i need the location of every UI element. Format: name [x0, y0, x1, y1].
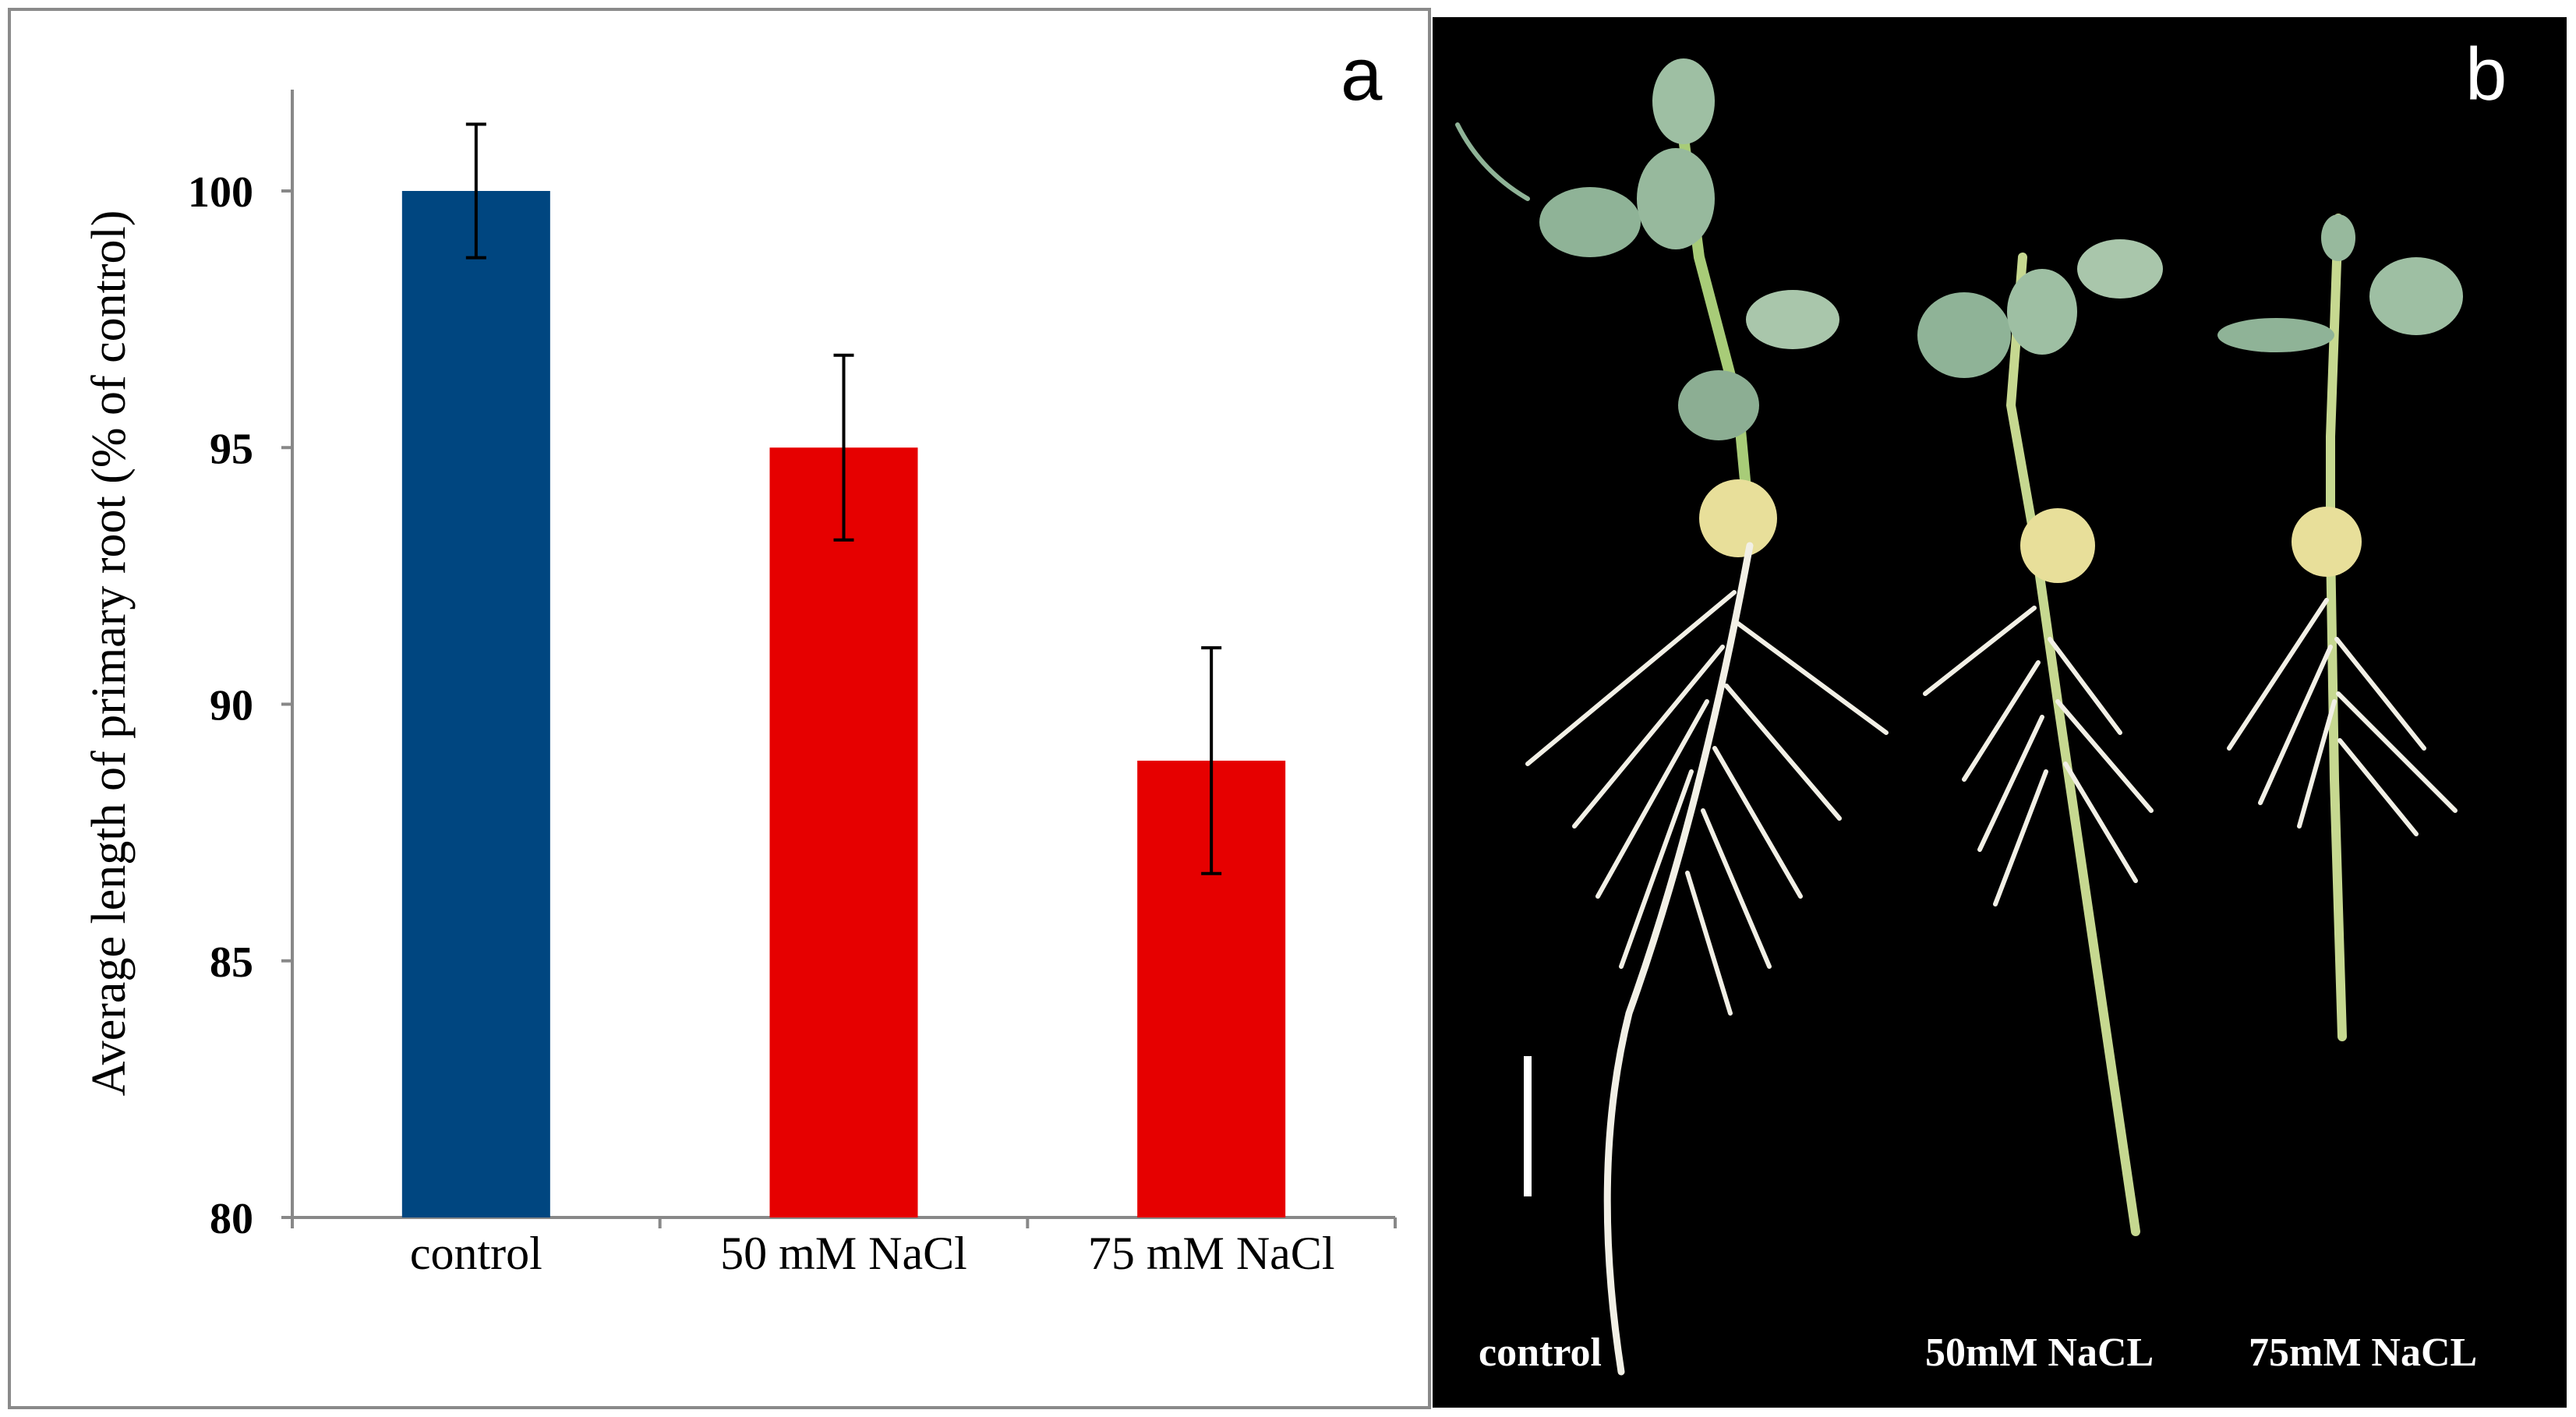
seedling-photo [1455, 58, 2463, 1376]
x-tick-labels: control 50 mM NaCl 75 mM NaCl [410, 1228, 1335, 1279]
panel-a-letter: a [1341, 33, 1383, 116]
y-tick-label: 100 [188, 168, 253, 217]
seedling-75mm [2217, 214, 2463, 1041]
y-tick-label: 90 [210, 682, 253, 730]
error-bars [465, 122, 1222, 875]
y-axis-label: Average length of primary root (% of con… [83, 210, 136, 1097]
y-ticks: 80 85 90 95 100 [188, 168, 292, 1243]
y-tick-label: 80 [210, 1195, 253, 1243]
bar [769, 447, 918, 1217]
y-tick-label: 95 [210, 425, 253, 473]
x-tick-label: 50 mM NaCl [720, 1228, 967, 1279]
x-tick-label: 75 mM NaCl [1088, 1228, 1335, 1279]
x-ticks [291, 1217, 1397, 1228]
y-tick-label: 85 [210, 938, 253, 987]
bar [401, 191, 550, 1217]
photo-label-75mm: 75mM NaCL [2249, 1330, 2477, 1375]
seedling-50mm [1917, 239, 2163, 1236]
bars [401, 191, 1286, 1217]
x-tick-label: control [410, 1228, 542, 1279]
photo-label-control: control [1479, 1330, 1602, 1375]
panel-b-letter: b [2465, 33, 2507, 116]
photo-label-50mm: 50mM NaCL [1925, 1330, 2154, 1375]
seedling-control [1455, 58, 1889, 1376]
